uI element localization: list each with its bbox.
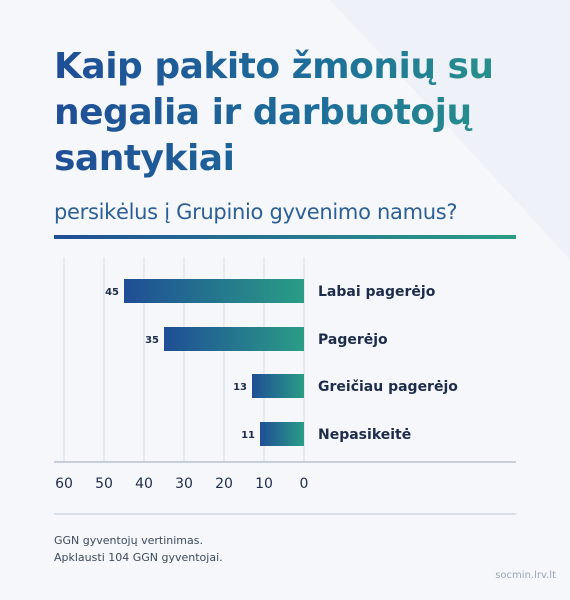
title-divider [54, 235, 516, 239]
footnote-line-2: Apklausti 104 GGN gyventojai. [54, 551, 223, 564]
category-label: Nepasikeitė [318, 427, 411, 443]
data-label: 35 [145, 335, 159, 346]
tick-label: 0 [300, 476, 309, 492]
source-label: socmin.lrv.lt [495, 570, 556, 581]
chart-subtitle: persikėlus į Grupinio gyvenimo namus? [54, 200, 458, 224]
tick-label: 60 [55, 476, 73, 492]
tick-label: 10 [255, 476, 273, 492]
bar [164, 327, 304, 351]
tick-label: 50 [95, 476, 113, 492]
data-label: 13 [233, 382, 247, 393]
footnote-line-1: GGN gyventojų vertinimas. [54, 534, 203, 547]
category-label: Greičiau pagerėjo [318, 379, 458, 395]
category-label: Pagerėjo [318, 332, 388, 348]
bar [260, 422, 304, 446]
category-labels: Labai pagerėjo Pagerėjo Greičiau pagerėjo N… [318, 284, 458, 443]
data-labels: 45 35 13 11 [105, 287, 255, 441]
bars [124, 279, 304, 446]
bar-chart: 45 35 13 11 Labai pagerėjo Pagerėjo Greičiau … [54, 258, 516, 515]
tick-label: 20 [215, 476, 233, 492]
chart-title: Kaip pakito žmonių su negalia ir darbuot… [54, 44, 554, 182]
bar [252, 374, 304, 398]
data-label: 45 [105, 287, 119, 298]
data-label: 11 [241, 430, 255, 441]
tick-label: 30 [175, 476, 193, 492]
footnote: GGN gyventojų vertinimas. Apklausti 104 … [54, 532, 223, 566]
x-axis-ticks: 0 10 20 30 40 50 60 [54, 476, 516, 515]
bar [124, 279, 304, 303]
category-label: Labai pagerėjo [318, 284, 436, 300]
tick-label: 40 [135, 476, 153, 492]
